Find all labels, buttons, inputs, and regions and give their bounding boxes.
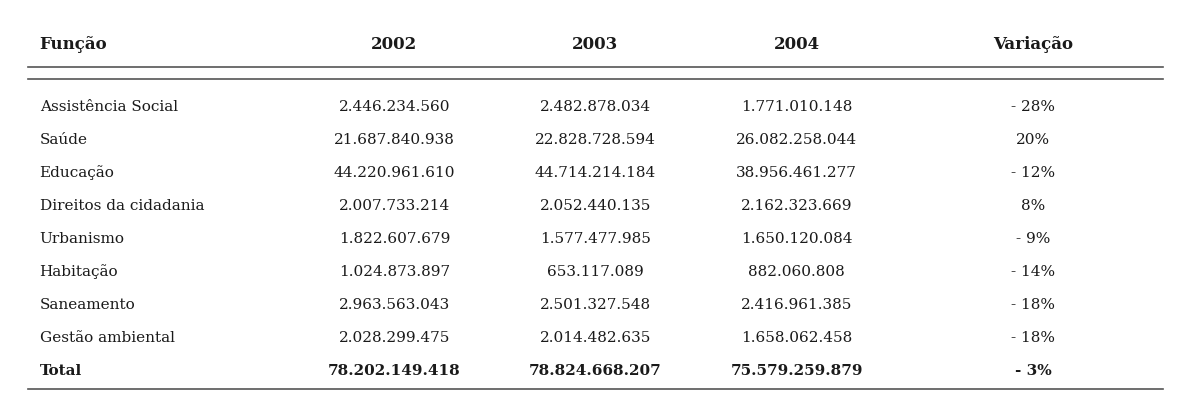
Text: 20%: 20% [1016,133,1050,147]
Text: 2.446.234.560: 2.446.234.560 [338,100,450,114]
Text: 75.579.259.879: 75.579.259.879 [730,364,862,378]
Text: 1.658.062.458: 1.658.062.458 [741,331,853,345]
Text: Variação: Variação [993,36,1073,53]
Text: 26.082.258.044: 26.082.258.044 [736,133,858,147]
Text: Habitação: Habitação [39,265,118,279]
Text: - 3%: - 3% [1015,364,1052,378]
Text: 44.714.214.184: 44.714.214.184 [535,166,656,180]
Text: 2.028.299.475: 2.028.299.475 [338,331,450,345]
Text: 1.822.607.679: 1.822.607.679 [338,232,450,246]
Text: Saneamento: Saneamento [39,298,136,312]
Text: 2003: 2003 [573,36,618,53]
Text: 882.060.808: 882.060.808 [748,265,844,279]
Text: Gestão ambiental: Gestão ambiental [39,331,175,345]
Text: - 18%: - 18% [1011,298,1055,312]
Text: 44.220.961.610: 44.220.961.610 [333,166,455,180]
Text: 1.577.477.985: 1.577.477.985 [540,232,651,246]
Text: 38.956.461.277: 38.956.461.277 [736,166,858,180]
Text: Total: Total [39,364,82,378]
Text: Assistência Social: Assistência Social [39,100,177,114]
Text: 22.828.728.594: 22.828.728.594 [535,133,656,147]
Text: 2.482.878.034: 2.482.878.034 [540,100,651,114]
Text: 8%: 8% [1021,199,1046,213]
Text: 1.024.873.897: 1.024.873.897 [339,265,450,279]
Text: - 12%: - 12% [1011,166,1055,180]
Text: - 9%: - 9% [1016,232,1050,246]
Text: 2.162.323.669: 2.162.323.669 [741,199,853,213]
Text: - 28%: - 28% [1011,100,1055,114]
Text: 2.052.440.135: 2.052.440.135 [540,199,651,213]
Text: Direitos da cidadania: Direitos da cidadania [39,199,204,213]
Text: 2.007.733.214: 2.007.733.214 [338,199,450,213]
Text: 78.202.149.418: 78.202.149.418 [328,364,461,378]
Text: 1.650.120.084: 1.650.120.084 [741,232,853,246]
Text: Urbanismo: Urbanismo [39,232,125,246]
Text: - 18%: - 18% [1011,331,1055,345]
Text: - 14%: - 14% [1011,265,1055,279]
Text: 2004: 2004 [773,36,819,53]
Text: Saúde: Saúde [39,133,88,147]
Text: 78.824.668.207: 78.824.668.207 [529,364,662,378]
Text: 2.501.327.548: 2.501.327.548 [540,298,651,312]
Text: 1.771.010.148: 1.771.010.148 [741,100,853,114]
Text: 2.963.563.043: 2.963.563.043 [338,298,450,312]
Text: Educação: Educação [39,166,114,180]
Text: Função: Função [39,36,107,53]
Text: 21.687.840.938: 21.687.840.938 [333,133,455,147]
Text: 653.117.089: 653.117.089 [547,265,644,279]
Text: 2.416.961.385: 2.416.961.385 [741,298,853,312]
Text: 2.014.482.635: 2.014.482.635 [540,331,651,345]
Text: 2002: 2002 [372,36,418,53]
